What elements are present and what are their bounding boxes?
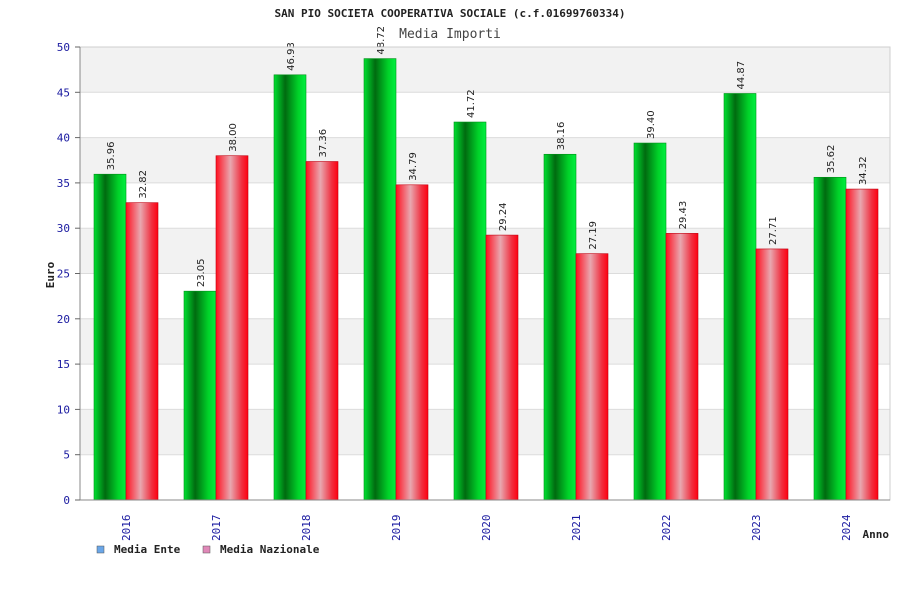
data-label: 35.96 <box>106 142 117 171</box>
bar-media-nazionale <box>305 161 339 501</box>
bar-media-ente <box>813 176 847 501</box>
legend-swatch-media-ente <box>96 545 105 554</box>
x-axis-label: Anno <box>863 528 890 541</box>
chart-title: SAN PIO SOCIETA COOPERATIVA SOCIALE (c.f… <box>275 7 626 20</box>
y-tick-label: 35 <box>57 177 70 190</box>
bar-media-ente <box>723 93 757 501</box>
x-tick-label: 2024 <box>840 514 853 541</box>
chart-subtitle: Media Importi <box>399 27 501 42</box>
x-tick-label: 2017 <box>210 515 223 542</box>
bar-media-nazionale <box>665 233 699 501</box>
y-tick-label: 0 <box>63 494 70 507</box>
bar-media-nazionale <box>845 188 879 501</box>
y-tick-label: 20 <box>57 313 70 326</box>
data-label: 37.36 <box>318 129 329 158</box>
data-label: 29.24 <box>498 202 509 231</box>
y-tick-label: 30 <box>57 222 70 235</box>
data-label: 46.93 <box>286 42 297 71</box>
bar-media-nazionale <box>215 155 249 501</box>
bar-media-nazionale <box>575 253 609 501</box>
data-label: 34.32 <box>858 156 869 185</box>
data-labels: 35.96 32.82 23.05 38.00 46.93 37.36 48.72 34.79… <box>106 26 869 287</box>
data-label: 35.62 <box>826 145 837 174</box>
x-tick-label: 2019 <box>390 515 403 542</box>
legend-label-media-nazionale: Media Nazionale <box>220 543 320 556</box>
bar-media-ente <box>363 58 397 501</box>
x-tick-label: 2021 <box>570 515 583 542</box>
y-tick-label: 25 <box>57 268 70 281</box>
x-tick-label: 2016 <box>120 515 133 542</box>
data-label: 27.19 <box>588 221 599 250</box>
bar-media-nazionale <box>125 202 159 501</box>
data-label: 39.40 <box>646 110 657 139</box>
bar-media-ente <box>633 142 667 501</box>
bar-media-nazionale <box>485 234 519 501</box>
x-tick-label: 2018 <box>300 515 313 542</box>
y-tick-label: 10 <box>57 403 70 416</box>
data-label: 44.87 <box>736 61 747 90</box>
data-label: 48.72 <box>376 26 387 55</box>
x-ticks: 2016 2017 2018 2019 2020 2021 2022 2023 2024 <box>120 514 853 541</box>
bar-media-ente <box>453 121 487 501</box>
data-label: 38.00 <box>228 123 239 152</box>
plot-band <box>80 47 890 93</box>
y-tick-label: 40 <box>57 132 70 145</box>
y-tick-label: 50 <box>57 41 70 54</box>
bar-media-ente <box>543 153 577 501</box>
data-label: 29.43 <box>678 201 689 230</box>
bar-media-ente <box>273 74 307 501</box>
data-label: 23.05 <box>196 259 207 288</box>
y-tick-label: 5 <box>63 449 70 462</box>
data-label: 27.71 <box>768 216 779 245</box>
bar-media-nazionale <box>395 184 429 501</box>
x-tick-label: 2023 <box>750 515 763 542</box>
bars <box>93 58 879 501</box>
y-tick-label: 15 <box>57 358 70 371</box>
y-tick-label: 45 <box>57 86 70 99</box>
data-label: 34.79 <box>408 152 419 181</box>
y-axis-label: Euro <box>44 261 57 288</box>
legend-swatch-media-nazionale <box>202 545 211 554</box>
legend-label-media-ente: Media Ente <box>114 543 181 556</box>
data-label: 41.72 <box>466 89 477 118</box>
bar-media-ente <box>93 173 127 501</box>
data-label: 38.16 <box>556 122 567 151</box>
x-tick-label: 2022 <box>660 515 673 542</box>
data-label: 32.82 <box>138 170 149 199</box>
x-tick-label: 2020 <box>480 515 493 542</box>
bar-media-ente <box>183 290 217 501</box>
bar-media-nazionale <box>755 248 789 501</box>
legend: Media Ente Media Nazionale <box>96 543 320 556</box>
y-ticks: 0 5 10 15 20 25 30 35 40 45 50 <box>57 41 80 507</box>
